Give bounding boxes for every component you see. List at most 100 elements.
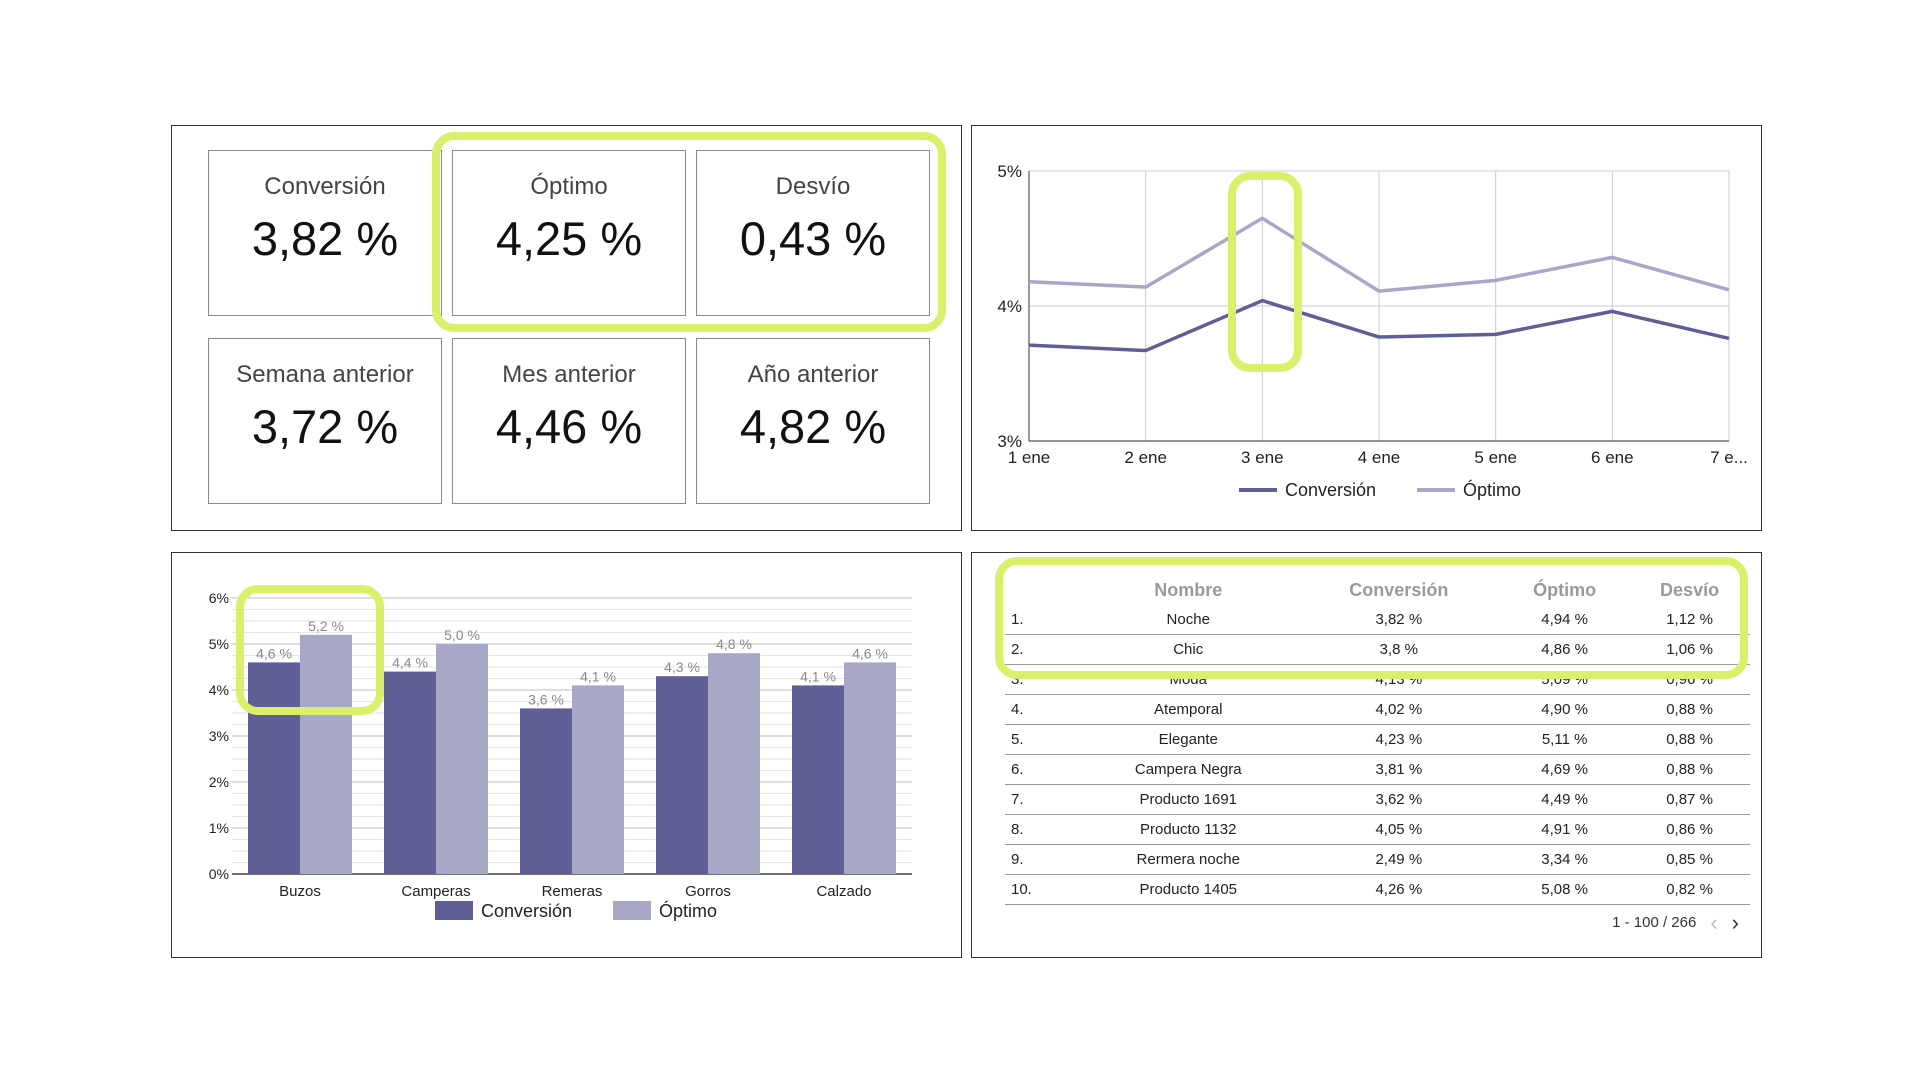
row-conversion: 3,82 % <box>1297 605 1501 635</box>
row-nombre: Campera Negra <box>1079 754 1298 785</box>
bar-optimo <box>436 644 488 874</box>
row-index: 1. <box>1005 605 1079 635</box>
legend-swatch-optimo <box>613 901 651 920</box>
table-row: 7. Producto 1691 3,62 % 4,49 % 0,87 % <box>1005 784 1750 815</box>
row-index: 8. <box>1005 814 1079 845</box>
row-conversion: 3,8 % <box>1297 634 1501 665</box>
row-nombre: Producto 1132 <box>1079 814 1298 845</box>
row-optimo: 5,11 % <box>1500 724 1630 755</box>
x-tick-label: Calzado <box>816 883 871 900</box>
row-desvio: 0,88 % <box>1629 694 1750 725</box>
row-nombre: Producto 1691 <box>1079 784 1298 815</box>
row-nombre: Producto 1405 <box>1079 874 1298 905</box>
row-desvio: 0,87 % <box>1629 784 1750 815</box>
legend-label: Óptimo <box>659 900 717 921</box>
row-optimo: 4,94 % <box>1500 605 1630 635</box>
prev-page-icon[interactable]: ‹ <box>1710 909 1718 935</box>
row-index: 10. <box>1005 874 1079 905</box>
header-nombre[interactable]: Nombre <box>1154 579 1223 600</box>
data-label-conversion: 3,6 % <box>528 691 564 707</box>
x-tick-label: Remeras <box>542 883 603 900</box>
row-desvio: 0,82 % <box>1629 874 1750 905</box>
row-index: 6. <box>1005 754 1079 785</box>
row-conversion: 4,23 % <box>1297 724 1501 755</box>
y-tick-label: 4% <box>209 682 229 698</box>
y-tick-label: 6% <box>209 590 229 606</box>
kpi-card-optimo: Óptimo 4,25 % <box>452 150 686 316</box>
data-label-conversion: 4,4 % <box>392 655 428 671</box>
row-desvio: 1,12 % <box>1629 605 1750 635</box>
legend-swatch-conversion <box>435 901 473 920</box>
row-nombre: Chic <box>1079 634 1298 665</box>
legend-label: Óptimo <box>1463 479 1521 500</box>
kpi-value: 4,46 % <box>495 400 643 453</box>
y-tick-label: 4% <box>997 297 1022 316</box>
bar-conversion <box>520 708 572 874</box>
bar-optimo <box>572 685 624 874</box>
next-page-icon[interactable]: › <box>1731 909 1739 935</box>
table-row: 4. Atemporal 4,02 % 4,90 % 0,88 % <box>1005 694 1750 725</box>
row-conversion: 4,13 % <box>1297 664 1501 695</box>
ranking-table: Nombre Conversión Óptimo Desvío 1. Noche 3… <box>1005 575 1750 905</box>
kpi-label: Óptimo <box>530 173 608 200</box>
header-optimo[interactable]: Óptimo <box>1533 579 1597 600</box>
row-index: 5. <box>1005 724 1079 755</box>
kpi-value: 3,82 % <box>251 212 399 265</box>
row-optimo: 4,90 % <box>1500 694 1630 725</box>
row-desvio: 0,86 % <box>1629 814 1750 845</box>
row-conversion: 4,02 % <box>1297 694 1501 725</box>
row-nombre: Rermera noche <box>1079 844 1298 875</box>
x-tick-label: 3 ene <box>1241 448 1284 467</box>
pagination-range: 1 - 100 / 266 <box>1612 914 1697 931</box>
row-nombre: Moda <box>1079 664 1298 695</box>
x-tick-label: 4 ene <box>1358 448 1401 467</box>
bar-chart-panel: 0% 1% 2% 3% 4% 5% 6% 4,6 % 5,2 % Buzos 4,4 % 5,0 % C… <box>171 552 962 958</box>
row-index: 4. <box>1005 694 1079 725</box>
row-desvio: 1,06 % <box>1629 634 1750 665</box>
row-optimo: 4,91 % <box>1500 814 1630 845</box>
table-row: 6. Campera Negra 3,81 % 4,69 % 0,88 % <box>1005 754 1750 785</box>
row-conversion: 4,26 % <box>1297 874 1501 905</box>
x-tick-label: Gorros <box>685 883 731 900</box>
table-row: 1. Noche 3,82 % 4,94 % 1,12 % <box>1005 605 1750 635</box>
data-label-conversion: 4,3 % <box>664 659 700 675</box>
bar-optimo <box>844 662 896 874</box>
kpi-label: Mes anterior <box>502 361 636 388</box>
y-tick-label: 5% <box>209 636 229 652</box>
header-desvio[interactable]: Desvío <box>1660 579 1720 600</box>
kpi-value: 3,72 % <box>251 400 399 453</box>
table-header-row: Nombre Conversión Óptimo Desvío <box>1005 575 1750 605</box>
kpi-label: Semana anterior <box>236 361 414 388</box>
bar-optimo <box>300 634 352 874</box>
row-conversion: 3,81 % <box>1297 754 1501 785</box>
kpi-value: 0,43 % <box>739 212 887 265</box>
row-index: 2. <box>1005 634 1079 665</box>
y-tick-label: 3% <box>209 728 229 744</box>
kpi-value: 4,82 % <box>739 400 887 453</box>
kpi-card-mes-anterior: Mes anterior 4,46 % <box>452 338 686 504</box>
kpi-panel: Conversión 3,82 % Óptimo 4,25 % Desvío 0… <box>171 125 962 531</box>
table-row: 9. Rermera noche 2,49 % 3,34 % 0,85 % <box>1005 844 1750 875</box>
x-tick-label: 6 ene <box>1591 448 1634 467</box>
x-tick-label: 7 e... <box>1710 448 1748 467</box>
kpi-label: Año anterior <box>747 361 879 388</box>
row-optimo: 5,09 % <box>1500 664 1630 695</box>
header-conversion[interactable]: Conversión <box>1349 579 1449 600</box>
bar-optimo <box>708 653 760 874</box>
row-conversion: 4,05 % <box>1297 814 1501 845</box>
bar-conversion <box>792 685 844 874</box>
bar-conversion <box>656 676 708 874</box>
header-index <box>1005 575 1079 605</box>
row-desvio: 0,88 % <box>1629 724 1750 755</box>
row-desvio: 0,96 % <box>1629 664 1750 695</box>
row-index: 9. <box>1005 844 1079 875</box>
x-tick-label: Buzos <box>279 883 321 900</box>
kpi-value: 4,25 % <box>495 212 643 265</box>
kpi-label: Desvío <box>775 173 851 200</box>
row-desvio: 0,85 % <box>1629 844 1750 875</box>
row-nombre: Atemporal <box>1079 694 1298 725</box>
kpi-card-conversion: Conversión 3,82 % <box>208 150 442 316</box>
pagination: 1 - 100 / 266 ‹ › <box>1612 909 1739 935</box>
row-index: 7. <box>1005 784 1079 815</box>
table-row: 10. Producto 1405 4,26 % 5,08 % 0,82 % <box>1005 874 1750 905</box>
